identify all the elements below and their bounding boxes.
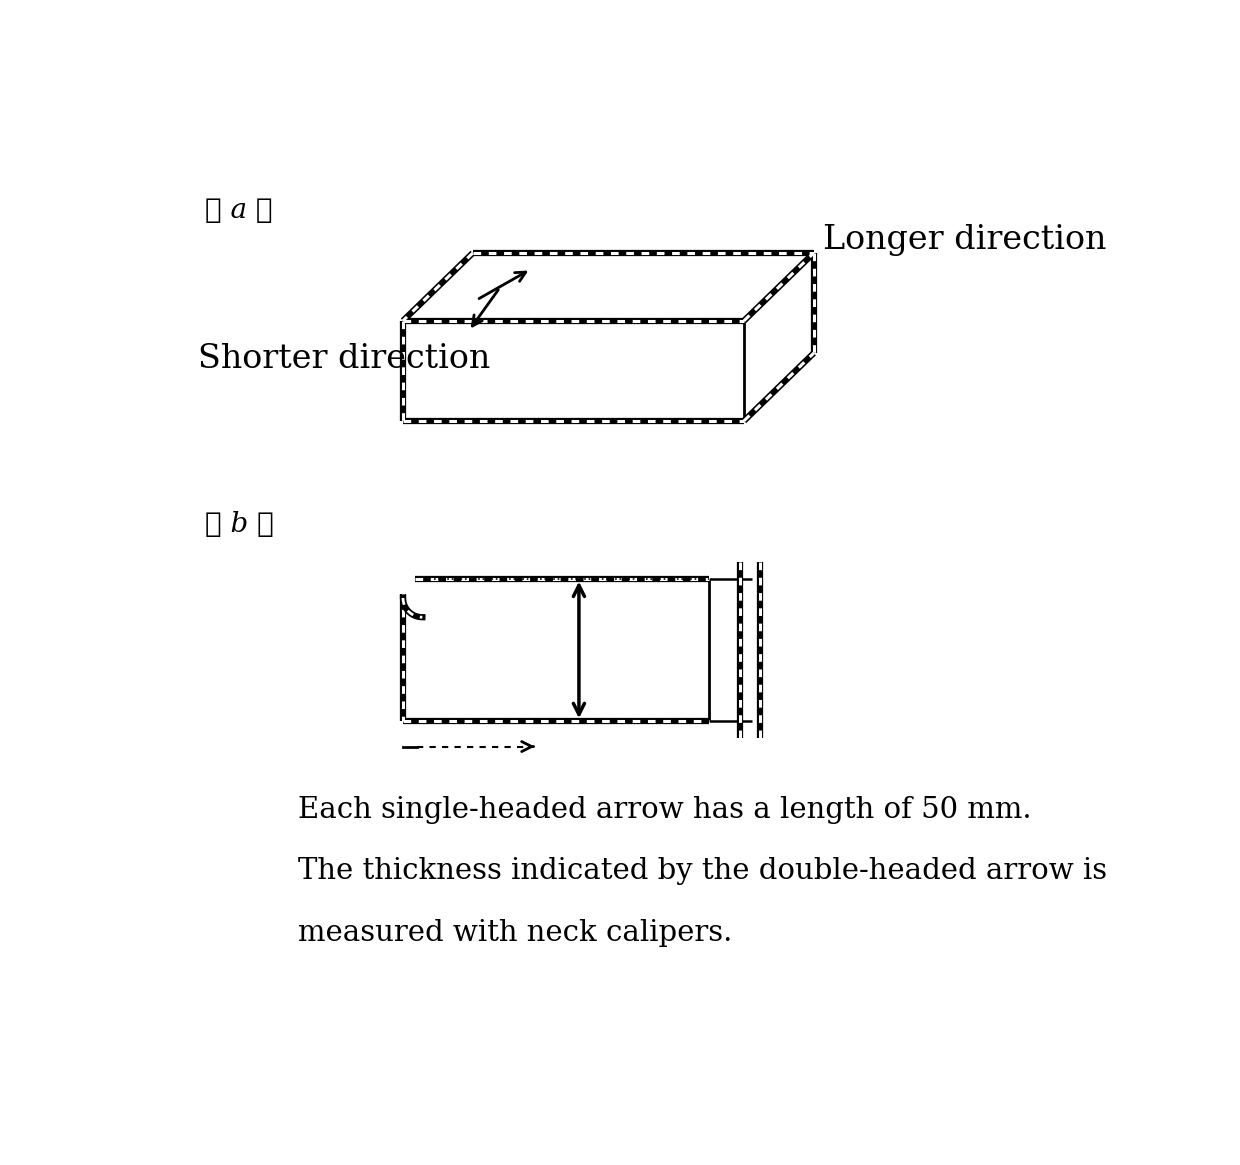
Text: The thickness indicated by the double-headed arrow is: The thickness indicated by the double-he… (299, 857, 1107, 885)
Text: Each single-headed arrow has a length of 50 mm.: Each single-headed arrow has a length of… (299, 796, 1032, 824)
Text: 〈 a 〉: 〈 a 〉 (206, 197, 273, 224)
Text: 〈 b 〉: 〈 b 〉 (206, 511, 274, 538)
Text: Shorter direction: Shorter direction (197, 344, 490, 375)
Text: measured with neck calipers.: measured with neck calipers. (299, 919, 733, 947)
Text: Longer direction: Longer direction (823, 224, 1106, 256)
